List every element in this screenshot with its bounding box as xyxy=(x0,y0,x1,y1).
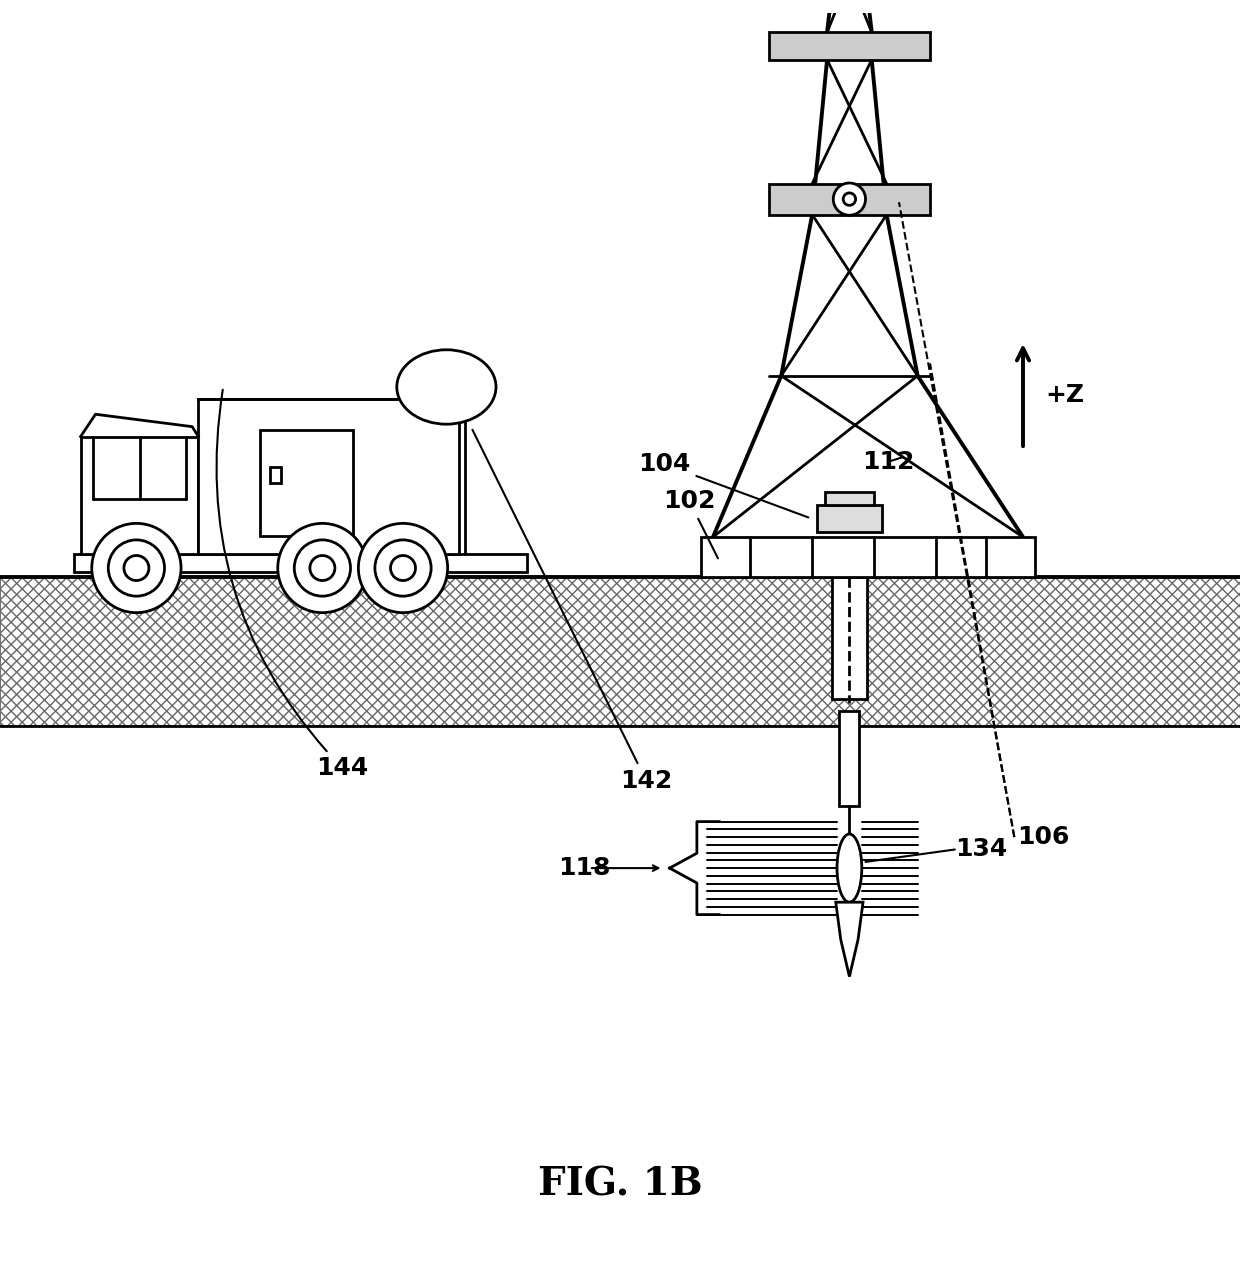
Circle shape xyxy=(92,524,181,612)
Bar xyxy=(825,492,874,505)
Bar xyxy=(198,400,459,554)
Bar xyxy=(0,577,1240,726)
Circle shape xyxy=(843,194,856,205)
Circle shape xyxy=(310,555,335,581)
Circle shape xyxy=(278,524,367,612)
Bar xyxy=(81,436,198,554)
Bar xyxy=(817,505,882,533)
Text: 106: 106 xyxy=(1017,825,1069,849)
Bar xyxy=(769,33,930,59)
Bar xyxy=(769,183,930,215)
Circle shape xyxy=(108,540,165,596)
Text: 104: 104 xyxy=(639,453,808,517)
Circle shape xyxy=(391,555,415,581)
Bar xyxy=(260,430,353,536)
Bar xyxy=(832,577,867,698)
Bar xyxy=(270,467,281,483)
Circle shape xyxy=(124,555,149,581)
Bar xyxy=(0,577,1240,726)
Text: 112: 112 xyxy=(862,450,914,474)
Polygon shape xyxy=(836,902,863,977)
Text: 142: 142 xyxy=(472,430,672,792)
Text: 118: 118 xyxy=(558,856,610,880)
Circle shape xyxy=(374,540,432,596)
Text: 102: 102 xyxy=(663,490,718,558)
Circle shape xyxy=(294,540,351,596)
Text: 134: 134 xyxy=(955,837,1007,861)
Circle shape xyxy=(833,183,866,215)
Text: +Z: +Z xyxy=(1045,383,1084,407)
Bar xyxy=(74,554,527,572)
Bar xyxy=(0,577,1240,726)
Ellipse shape xyxy=(397,350,496,424)
Circle shape xyxy=(358,524,448,612)
Ellipse shape xyxy=(837,834,862,902)
Bar xyxy=(701,538,1035,577)
Text: 144: 144 xyxy=(217,390,368,781)
Bar xyxy=(839,711,859,806)
Text: FIG. 1B: FIG. 1B xyxy=(538,1165,702,1203)
Bar xyxy=(453,393,465,424)
